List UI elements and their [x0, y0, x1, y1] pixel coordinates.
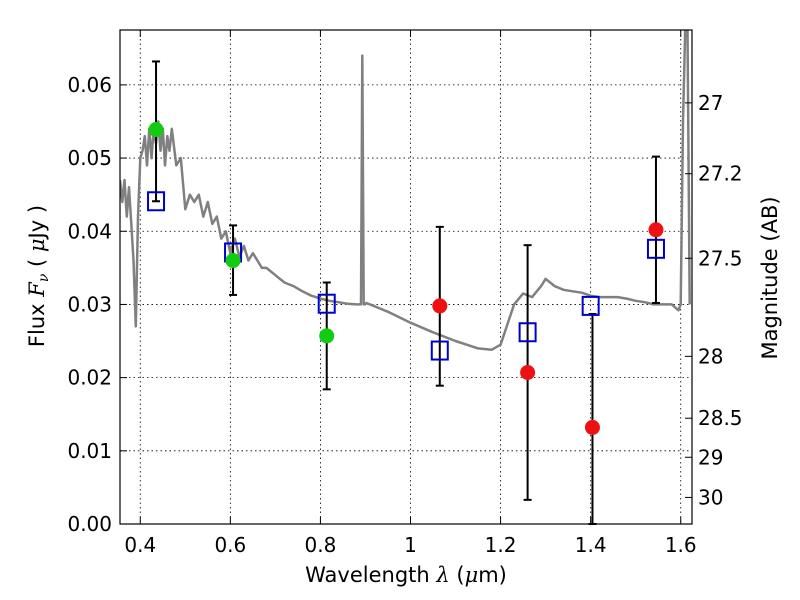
y-tick-label: 0.01 [67, 439, 112, 463]
y2-tick-label: 27.2 [698, 162, 743, 186]
y2-tick-label: 29 [698, 445, 723, 469]
y2-tick-label: 30 [698, 485, 723, 509]
red-detection-point [520, 365, 536, 381]
model-flux-square [646, 238, 665, 259]
y2-tick-label: 27.5 [698, 246, 743, 270]
y-tick-label: 0.03 [67, 292, 112, 316]
axis-ticks: 0.4 0.6 0.8 1 1.2 1.4 1.6 0.00 0.01 0.02 0.03 0.04 0… [67, 30, 743, 557]
y-axis-title: Flux Fν ( μJy ) [25, 205, 52, 347]
x-tick-label: 1.6 [665, 533, 697, 557]
y2-axis-title: Magnitude (AB) [758, 196, 782, 359]
template-spectrum-layer [120, 30, 691, 352]
x-tick-label: 0.8 [305, 533, 337, 557]
y2-tick-label: 28 [698, 344, 723, 368]
y-tick-label: 0.00 [67, 512, 112, 536]
model-flux-square [581, 295, 600, 316]
y2-tick-label: 27 [698, 91, 723, 115]
model-flux-square [430, 340, 449, 361]
x-tick-label: 0.4 [124, 533, 156, 557]
plot-frame [119, 29, 693, 525]
y2-tick-label: 28.5 [698, 406, 743, 430]
grid-lines [120, 30, 692, 525]
y-tick-label: 0.04 [67, 219, 112, 243]
model-flux-square [147, 191, 166, 212]
x-tick-label: 1 [404, 533, 417, 557]
y-tick-label: 0.02 [67, 366, 112, 390]
green-detection-point [319, 328, 335, 344]
x-tick-label: 1.4 [575, 533, 607, 557]
y-tick-label: 0.06 [67, 73, 112, 97]
model-flux-square [317, 293, 336, 314]
red-detection-point [584, 419, 600, 435]
y-tick-label: 0.05 [67, 146, 112, 170]
model-flux-square [518, 322, 537, 343]
red-detection-point [432, 298, 448, 314]
green-detection-point [148, 122, 164, 138]
x-tick-label: 0.6 [214, 533, 246, 557]
template-spectrum-line [120, 30, 691, 352]
x-axis-title: Wavelength λ (μm) [305, 563, 507, 587]
red-detection-point [648, 222, 664, 238]
data-markers [147, 122, 665, 435]
green-detection-point [225, 253, 241, 269]
x-tick-label: 1.2 [485, 533, 517, 557]
